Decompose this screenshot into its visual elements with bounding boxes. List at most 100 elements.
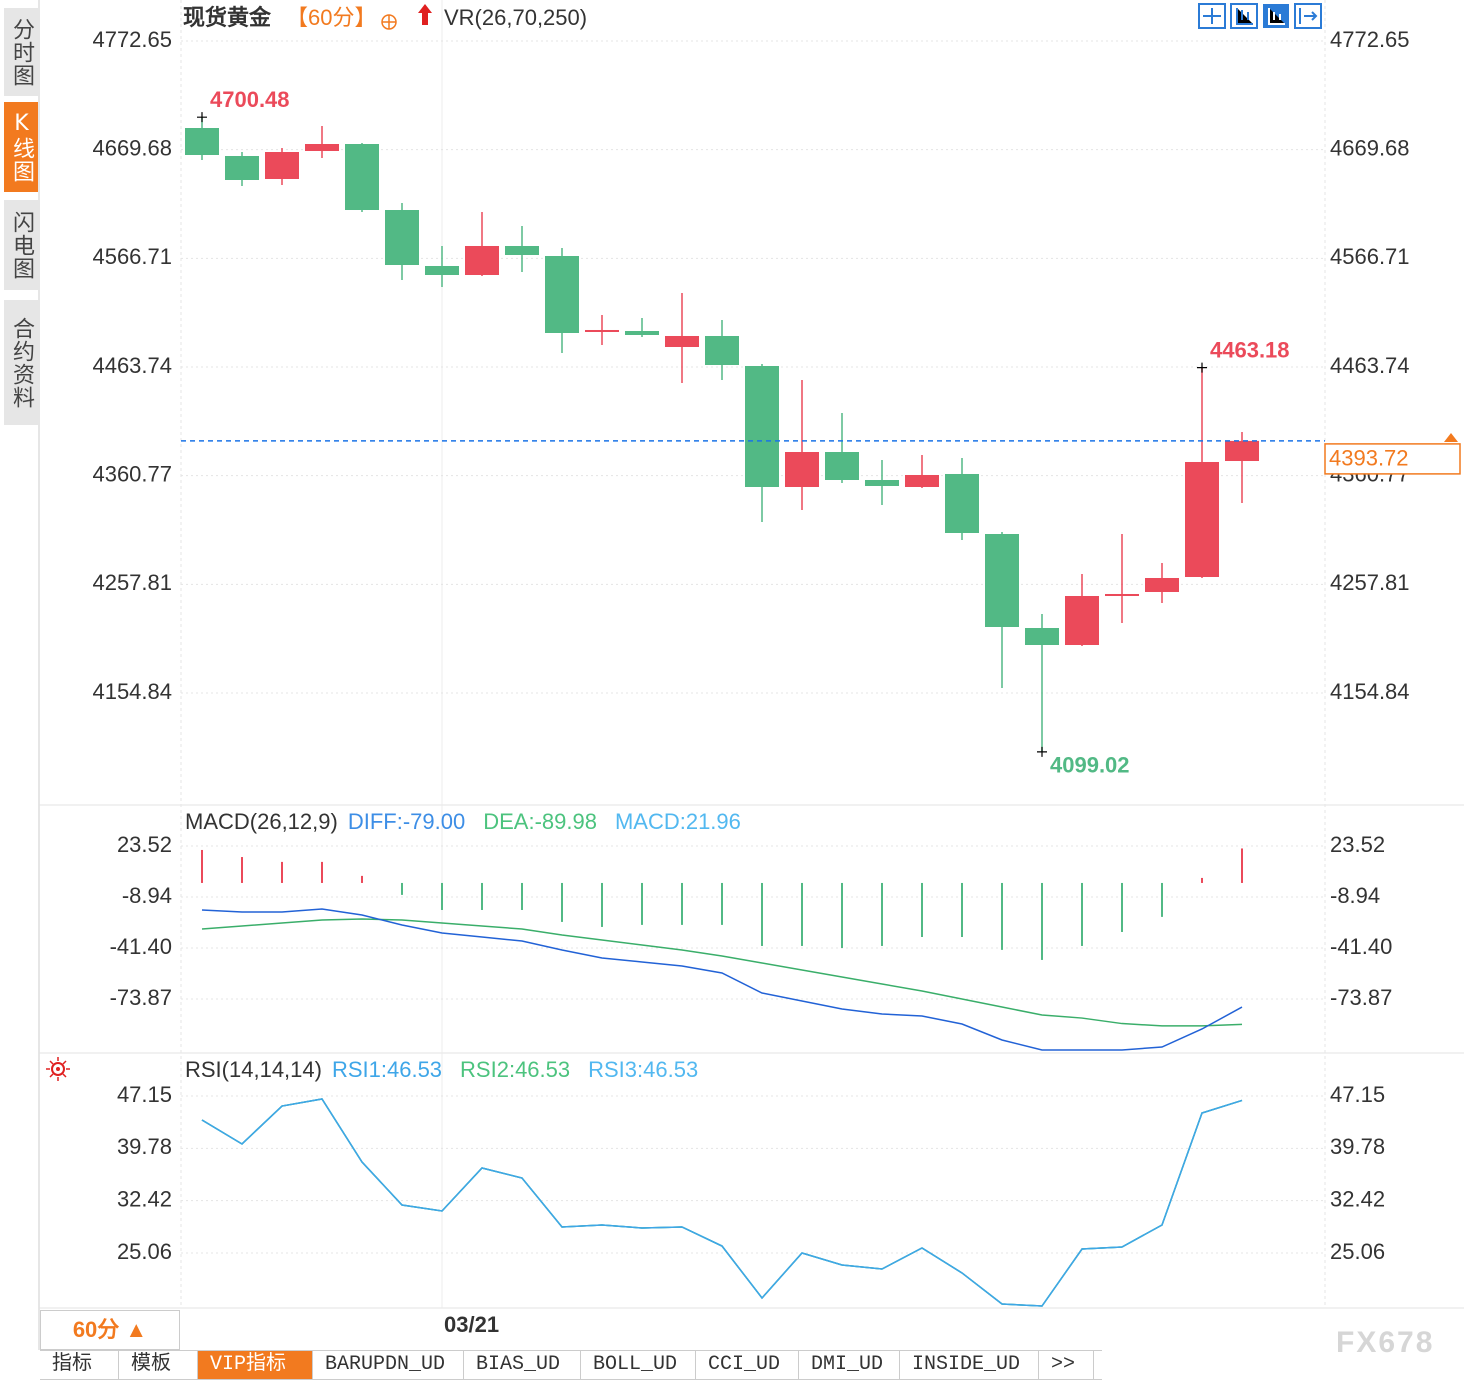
y-tick-label-right: 39.78 [1330, 1134, 1385, 1159]
side-tab[interactable]: 合约资料 [4, 300, 38, 425]
y-tick-label-right: 4669.68 [1330, 135, 1410, 160]
icon [1268, 8, 1285, 25]
candle-body [1145, 577, 1179, 592]
candle-body [945, 473, 979, 533]
watermark: FX678 [1336, 1326, 1435, 1359]
candle-body [665, 335, 699, 347]
candle-body [1185, 461, 1219, 577]
y-tick-label: 4566.71 [92, 244, 172, 269]
icon [1203, 8, 1221, 24]
y-tick-label-right: -73.87 [1330, 985, 1392, 1010]
indicator-label: VR(26,70,250) [444, 5, 587, 30]
icon [51, 1062, 65, 1076]
candle-body [905, 474, 939, 487]
tab[interactable]: BARUPDN_UD [313, 1351, 464, 1379]
candle-body [425, 265, 459, 275]
candle-body [1065, 596, 1099, 646]
candle-body [865, 479, 899, 486]
side-tab[interactable]: 分时图 [4, 8, 38, 96]
y-tick-label: 32.42 [117, 1186, 172, 1211]
y-tick-label-right: 4772.65 [1330, 27, 1410, 52]
chart-title: 现货黄金 [183, 5, 272, 30]
legend-entry: RSI1:46.53 [332, 1057, 442, 1082]
y-tick-label: -8.94 [122, 883, 172, 908]
price-arrow-icon [1444, 433, 1458, 442]
indicator-icon[interactable] [46, 1057, 70, 1081]
y-tick-label-right: 47.15 [1330, 1082, 1385, 1107]
high-label: 4463.18 [1210, 337, 1290, 362]
side-tab[interactable]: K线图 [4, 102, 38, 192]
y-tick-label: 4257.81 [92, 570, 172, 595]
candle-body [585, 329, 619, 332]
high-label: 4700.48 [210, 87, 290, 112]
tab[interactable]: 指标 [40, 1351, 119, 1379]
y-tick-label-right: 32.42 [1330, 1186, 1385, 1211]
tab[interactable]: DMI_UD [799, 1351, 900, 1379]
tab[interactable]: INSIDE_UD [900, 1351, 1039, 1379]
y-tick-label-right: 25.06 [1330, 1239, 1385, 1264]
legend-entry: DEA:-89.98 [483, 809, 597, 834]
y-tick-label: 4669.68 [92, 135, 172, 160]
last-price-label: 4393.72 [1329, 446, 1409, 471]
low-label: 4099.02 [1050, 753, 1130, 778]
toolbar-icons[interactable] [1198, 3, 1322, 29]
extreme-marker [1197, 362, 1207, 373]
y-tick-label-right: -41.40 [1330, 934, 1392, 959]
tab[interactable]: CCI_UD [696, 1351, 799, 1379]
candle-body [705, 335, 739, 365]
y-tick-label: -41.40 [110, 934, 172, 959]
candle-body [305, 144, 339, 151]
legend-entry: RSI2:46.53 [460, 1057, 570, 1082]
candle-body [545, 256, 579, 334]
y-tick-label-right: 4463.74 [1330, 353, 1410, 378]
candle-body [385, 210, 419, 265]
panel-title: MACD(26,12,9) [185, 809, 338, 834]
candle-body [785, 452, 819, 487]
legend-entry: MACD:21.96 [615, 809, 741, 834]
side-tab[interactable]: 闪电图 [4, 200, 38, 290]
icon [46, 1057, 70, 1081]
settings-icon [382, 15, 396, 29]
y-tick-label: 4463.74 [92, 353, 172, 378]
candle-body [185, 128, 219, 155]
y-tick-label-right: 4257.81 [1330, 570, 1410, 595]
tab[interactable]: VIP指标 [198, 1351, 313, 1379]
y-tick-label: 25.06 [117, 1239, 172, 1264]
tab[interactable]: 模板 [119, 1351, 198, 1379]
y-tick-label-right: -8.94 [1330, 883, 1380, 908]
candle-body [825, 452, 859, 480]
y-tick-label-right: 4566.71 [1330, 244, 1410, 269]
icon [56, 1067, 60, 1071]
legend-entry: DIFF:-79.00 [348, 809, 465, 834]
extreme-marker [1037, 746, 1047, 757]
y-tick-label: 4154.84 [92, 679, 172, 704]
candle-body [1105, 593, 1139, 597]
tab[interactable]: >> [1039, 1351, 1094, 1379]
period-button[interactable]: 60分 ▲ [40, 1310, 180, 1350]
candle-body [985, 534, 1019, 627]
candle-body [1025, 627, 1059, 646]
extreme-marker [197, 112, 207, 123]
y-tick-label: 23.52 [117, 832, 172, 857]
candle-body [745, 366, 779, 487]
tab[interactable]: BOLL_UD [581, 1351, 696, 1379]
last-price-box [1324, 443, 1461, 475]
indicator-line [201, 1098, 1243, 1307]
candle-body [1225, 440, 1259, 462]
indicator-line [201, 918, 1243, 1027]
y-tick-label: 4360.77 [92, 461, 172, 486]
x-tick-label: 03/21 [444, 1312, 499, 1337]
y-tick-label: -73.87 [110, 985, 172, 1010]
indicator-line [201, 908, 1243, 1051]
vr-arrow-icon [418, 4, 432, 25]
icon [1299, 8, 1318, 24]
candle-body [225, 155, 259, 180]
icon [1236, 8, 1253, 25]
candle-body [345, 144, 379, 211]
legend-entry: RSI3:46.53 [588, 1057, 698, 1082]
period-label: 【60分】 [286, 5, 376, 30]
tab[interactable]: BIAS_UD [464, 1351, 581, 1379]
candles [185, 117, 1259, 752]
